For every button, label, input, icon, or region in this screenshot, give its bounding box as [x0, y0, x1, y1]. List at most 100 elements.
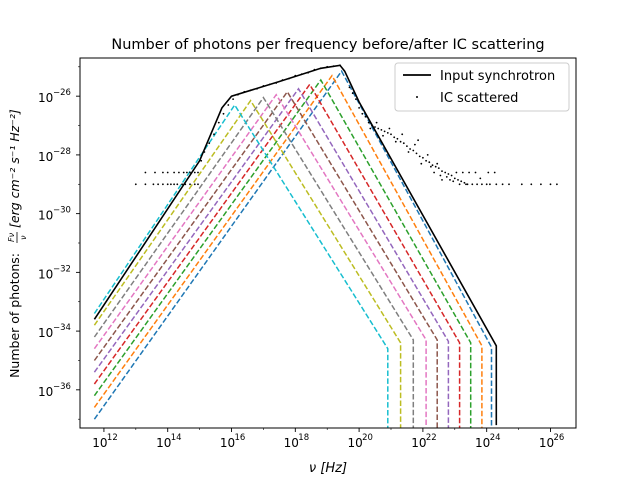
ic-scatter-point [203, 151, 206, 153]
ic-scatter-point [487, 171, 490, 174]
ic-scatter-point [437, 167, 440, 170]
ic-dashed-line-1 [93, 74, 483, 428]
ic-scatter-point [441, 170, 443, 173]
ic-scatter-point [460, 180, 463, 183]
ic-scatter-point [501, 183, 504, 186]
ic-scatter-point [493, 171, 496, 174]
ic-scatter-point [409, 148, 411, 150]
ic-dashed-line-9 [93, 103, 389, 428]
y-tick-exponent: −26 [53, 88, 71, 98]
ic-scatter-point [479, 177, 482, 180]
ic-scatter-point [339, 64, 341, 67]
ic-scatter-point [193, 171, 196, 174]
ic-scatter-point [417, 139, 419, 142]
ic-scatter-point [197, 183, 199, 186]
ic-scatter-point [157, 183, 160, 186]
ic-scatter-point [364, 115, 367, 118]
ic-scatter-point [326, 65, 329, 68]
ic-scatter-point [485, 183, 488, 186]
plot-area [79, 57, 577, 429]
ic-scatter-point [465, 183, 467, 186]
ic-scatter-point [390, 133, 392, 136]
ic-scatter-point [444, 171, 447, 174]
ic-scatter-point [388, 127, 391, 130]
ic-scatter-point [243, 90, 246, 93]
ic-scatter-point [450, 174, 453, 177]
ic-scatter-point [227, 104, 230, 106]
ic-scatter-point [433, 171, 435, 174]
ic-scatter-point [375, 121, 378, 124]
ic-scatter-point [434, 165, 437, 168]
ic-scatter-point [189, 171, 191, 174]
ic-scatter-point [447, 173, 450, 175]
ic-scatter-point [262, 85, 265, 87]
ic-scatter-point [348, 86, 351, 89]
x-tick-label: 10 [347, 436, 362, 450]
ic-scatter-point [489, 183, 491, 186]
ic-scatter-point [377, 127, 380, 130]
ic-scatter-point [249, 89, 252, 92]
ic-scatter-point [237, 93, 239, 96]
ic-scatter-point [193, 183, 196, 186]
ic-scatter-point [184, 183, 187, 186]
ic-scatter-point [399, 140, 402, 143]
ic-scatter-point [439, 174, 442, 177]
y-tick-label: 10 [38, 385, 53, 399]
ic-scatter-point [288, 77, 290, 80]
ic-scatter-point [414, 143, 416, 146]
ic-scatter-point [425, 159, 427, 162]
ic-scatter-point [166, 171, 169, 174]
ic-scatter-point [134, 183, 137, 186]
x-tick-exponent: 24 [490, 433, 501, 443]
y-tick-exponent: −28 [53, 147, 71, 157]
ic-scatter-point [449, 179, 451, 181]
x-tick-label: 10 [156, 436, 171, 450]
legend: Input synchrotron IC scattered [394, 62, 570, 112]
chart-title: Number of photons per frequency before/a… [111, 37, 544, 53]
ic-scatter-point [394, 140, 397, 143]
x-tick-label: 10 [92, 436, 107, 450]
x-tick-label: 10 [220, 436, 235, 450]
ic-scatter-point [401, 133, 404, 136]
x-tick-label: 10 [411, 436, 426, 450]
ic-scatter-point [422, 156, 424, 159]
x-tick-exponent: 14 [171, 433, 182, 443]
y-tick-label: 10 [38, 209, 53, 223]
ic-scatter-point [186, 171, 188, 174]
ic-scatter-point [166, 183, 169, 186]
ic-scatter-point [222, 112, 225, 115]
ic-scatter-point [426, 154, 429, 156]
ic-scatter-point [358, 107, 360, 109]
ic-scatter-point [380, 129, 383, 131]
ic-scatter-point [476, 183, 478, 186]
x-tick-exponent: 20 [362, 433, 373, 443]
x-tick-exponent: 26 [553, 433, 564, 443]
legend-label-ic: IC scattered [440, 91, 518, 106]
ic-dashed-line-6 [93, 93, 427, 428]
y-axis-label-numerator: Fν [7, 232, 16, 242]
ic-scatter-point [406, 145, 408, 148]
ic-scatter-point [452, 180, 455, 183]
ic-scatter-point [428, 161, 431, 164]
ic-scatter-point [393, 136, 396, 139]
ic-scatter-point [213, 133, 215, 136]
y-tick-exponent: −30 [53, 206, 71, 216]
ic-scatter-point [300, 73, 303, 76]
ic-scatter-point [154, 171, 156, 174]
ic-scatter-point [170, 183, 172, 186]
ic-scatter-point [458, 183, 461, 186]
legend-dot-swatch [416, 96, 418, 98]
ic-scatter-point [495, 183, 498, 186]
ic-scatter-point [374, 126, 376, 128]
x-tick-exponent: 22 [426, 433, 437, 443]
ic-scatter-point [197, 171, 199, 174]
x-tick-exponent: 12 [107, 433, 118, 443]
ic-scatter-point [461, 171, 464, 174]
ic-scatter-point [371, 124, 373, 127]
ic-scatter-point [294, 74, 297, 77]
ic-scatter-point [152, 183, 155, 186]
ic-scatter-point [200, 159, 203, 162]
ic-scatter-point [162, 171, 164, 174]
ic-scatter-point [144, 183, 147, 186]
